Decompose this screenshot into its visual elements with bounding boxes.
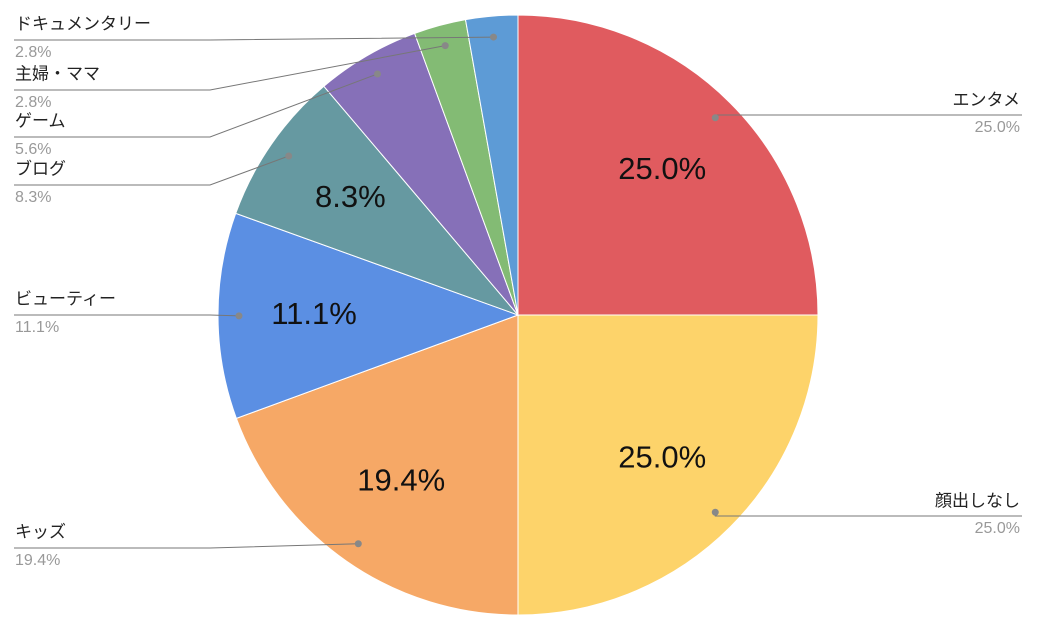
legend-label: 主婦・ママ: [15, 64, 100, 83]
pie-slice: [517, 14, 819, 316]
slice-label: 19.4%: [357, 462, 445, 497]
legend-value: 25.0%: [975, 119, 1020, 136]
slice-label: 25.0%: [618, 439, 706, 474]
legend-label: キッズ: [15, 522, 66, 541]
slice-label: 25.0%: [618, 151, 706, 186]
leader-dot: [711, 114, 719, 122]
legend-label: ブログ: [15, 158, 66, 178]
leader-dot: [354, 540, 362, 548]
leader-line: [714, 114, 1022, 118]
pie-slice: [235, 85, 520, 317]
legend-value: 2.8%: [15, 44, 51, 61]
legend-value: 11.1%: [15, 319, 59, 336]
pie-slice: [217, 212, 520, 420]
leader-line: [14, 73, 378, 138]
slice-label: 8.3%: [315, 179, 386, 214]
pie-slice: [235, 314, 519, 616]
leader-line: [14, 155, 289, 186]
pie-slice: [517, 314, 819, 616]
legend-value: 19.4%: [15, 552, 60, 569]
leader-dot: [235, 312, 243, 320]
leader-dot: [285, 152, 293, 160]
leader-line: [14, 36, 494, 41]
pie-slice: [464, 14, 519, 316]
leader-line: [714, 512, 1022, 517]
leader-line: [14, 314, 240, 317]
leader-dot: [441, 42, 449, 50]
legend-label: ドキュメンタリー: [15, 14, 151, 33]
slice-label: 11.1%: [271, 296, 357, 331]
legend-label: 顔出しなし: [935, 491, 1020, 510]
legend-value: 2.8%: [15, 94, 51, 111]
leader-line: [14, 543, 359, 549]
leader-dot: [711, 508, 719, 516]
legend-value: 8.3%: [15, 189, 51, 206]
leader-dot: [373, 70, 381, 78]
legend-value: 5.6%: [15, 141, 51, 158]
legend-label: ゲーム: [15, 111, 66, 130]
legend-label: ビューティー: [15, 289, 116, 308]
legend-value: 25.0%: [975, 520, 1020, 537]
legend-label: エンタメ: [953, 90, 1021, 109]
leader-dot: [489, 33, 497, 41]
leader-line: [14, 45, 446, 91]
